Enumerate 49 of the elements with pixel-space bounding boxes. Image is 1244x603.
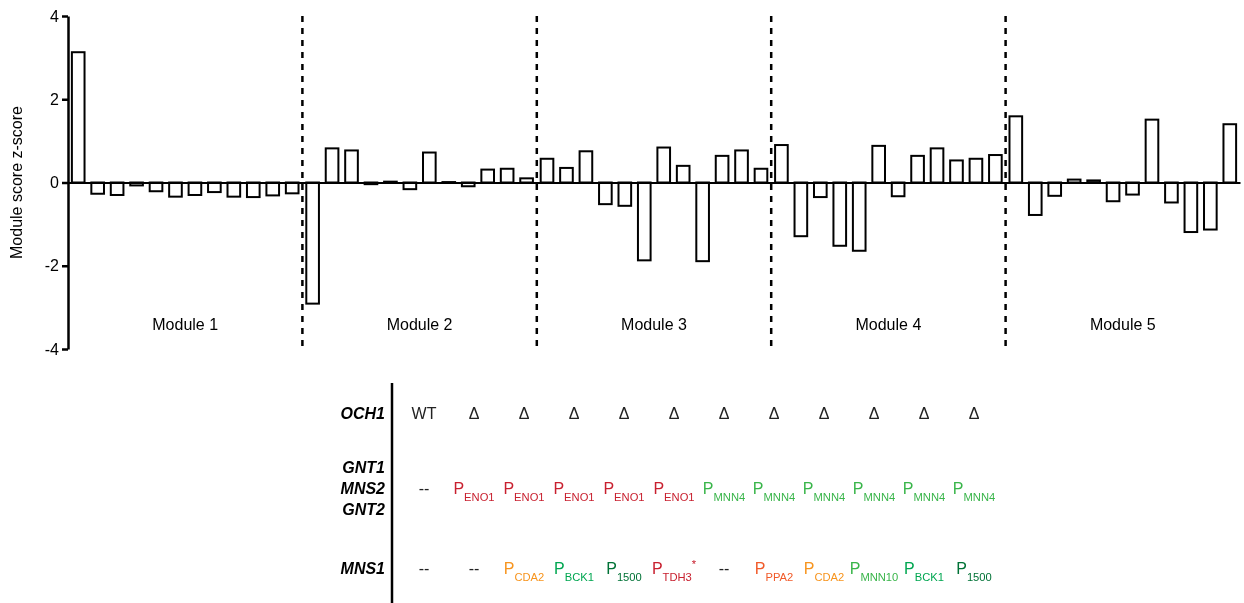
x-tick-label: Module 3	[621, 316, 688, 333]
y-tick-label: -2	[44, 257, 60, 275]
text: --	[418, 480, 430, 497]
x-tick-label: Module 4	[855, 316, 922, 333]
text: P$_{MNN4}$	[852, 480, 896, 504]
text: Δ	[568, 405, 580, 422]
x-tick-label: Module 1	[152, 316, 219, 333]
text: P$_{MNN10}$	[849, 560, 899, 584]
text: P$_{MNN4}$	[902, 480, 946, 504]
text: Δ	[668, 405, 680, 422]
text: Δ	[768, 405, 780, 422]
category-label: MNS1	[340, 560, 385, 577]
text: P$_{BCK1}$	[904, 560, 944, 584]
text: P$_{1500}$	[956, 560, 992, 584]
y-tick-label: -4	[44, 340, 60, 358]
text: P$_{CDA2}$	[803, 560, 845, 584]
text: Δ	[718, 405, 730, 422]
text: P$_{PPA2}$	[754, 560, 794, 584]
text: --	[468, 560, 480, 577]
text: WT	[411, 405, 437, 422]
text: P$_{MNN4}$	[702, 480, 746, 504]
text: P$_{MNN4}$	[952, 480, 996, 504]
x-tick-label: Module 5	[1089, 316, 1156, 333]
text: P$_{ENO1}$	[653, 480, 695, 504]
y-axis-title: Module score z-score	[8, 105, 25, 259]
text: Δ	[818, 405, 830, 422]
text: Δ	[518, 405, 530, 422]
x-tick-label: Module 2	[386, 316, 453, 333]
category-label: OCH1	[340, 405, 385, 422]
category-label: GNT1 MNS2 GNT2	[340, 459, 385, 518]
text: P$_{MNN4}$	[752, 480, 796, 504]
text: Δ	[968, 405, 980, 422]
text: P$_{MNN4}$	[802, 480, 846, 504]
text: P$_{BCK1}$	[554, 560, 594, 584]
text: P$_{ENO1}$	[453, 480, 495, 504]
text: Δ	[468, 405, 480, 422]
text: P$_{1500}$	[606, 560, 642, 584]
text: Δ	[918, 405, 930, 422]
text: P$_{ENO1}$	[553, 480, 595, 504]
text: Δ	[868, 405, 880, 422]
y-tick-label: 0	[50, 174, 60, 192]
text: P$_{ENO1}$	[503, 480, 545, 504]
y-tick-label: 4	[50, 7, 60, 25]
text: --	[418, 560, 430, 577]
text: P$_{ENO1}$	[603, 480, 645, 504]
text: P$_{CDA2}$	[503, 560, 545, 584]
text: Δ	[618, 405, 630, 422]
y-tick-label: 2	[50, 90, 60, 108]
text: --	[718, 560, 730, 577]
